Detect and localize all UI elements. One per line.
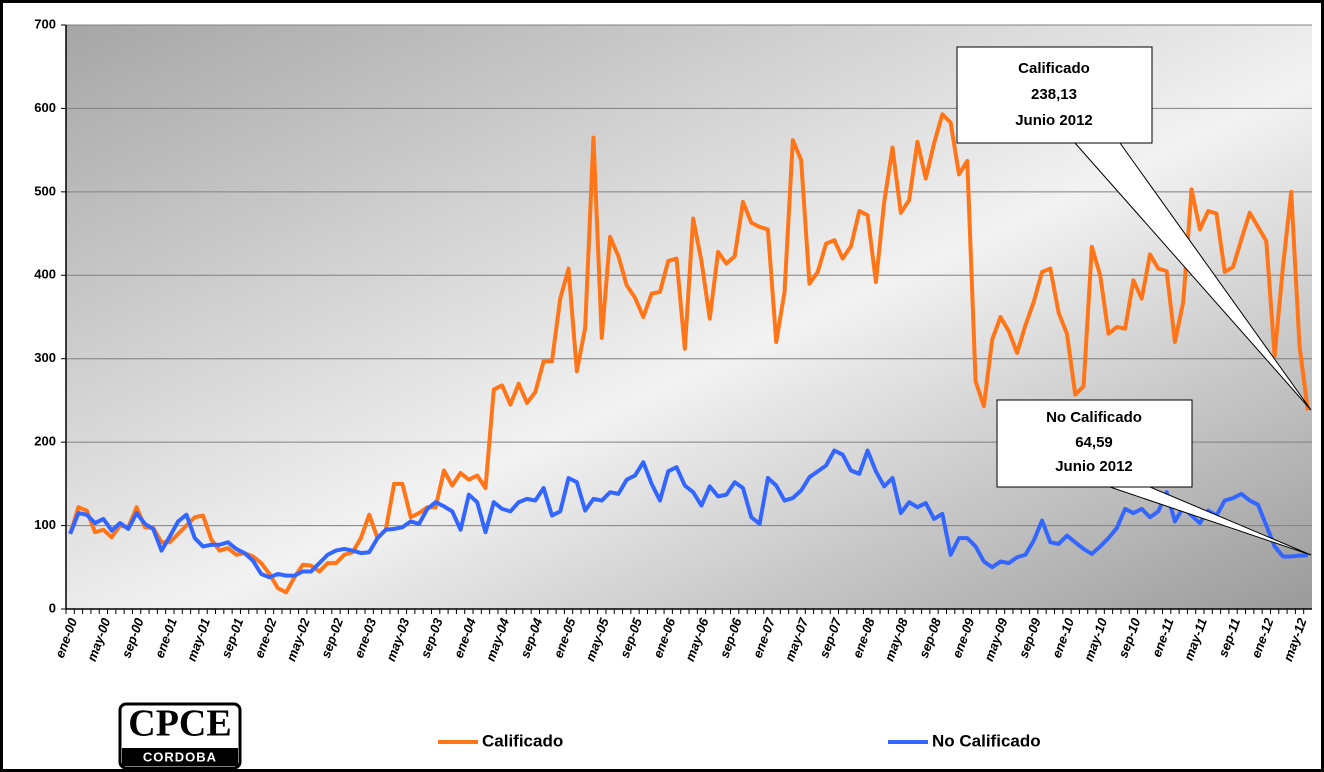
annotation: Junio 2012 <box>1055 458 1133 475</box>
y-tick-label: 200 <box>34 434 56 449</box>
legend-label: Calificado <box>482 731 563 750</box>
y-tick-label: 0 <box>49 600 56 615</box>
callout-box <box>996 399 1193 488</box>
annotation: No Calificado <box>1046 409 1142 426</box>
logo-name: CPCE <box>128 703 231 745</box>
series-line <box>68 448 1308 580</box>
logo-band <box>122 748 238 766</box>
annotation: 238,13 <box>1031 86 1077 103</box>
y-tick-label: 100 <box>34 517 56 532</box>
y-tick-label: 600 <box>34 100 56 115</box>
callout-box <box>956 46 1153 144</box>
series-line <box>68 112 1310 595</box>
annotation: Calificado <box>1018 60 1090 77</box>
y-tick-label: 400 <box>34 267 56 282</box>
logo-sub: CORDOBA <box>143 749 217 764</box>
annotation: Junio 2012 <box>1015 112 1093 129</box>
y-tick-label: 300 <box>34 350 56 365</box>
y-tick-label: 700 <box>34 16 56 31</box>
y-tick-label: 500 <box>34 183 56 198</box>
legend-label: No Calificado <box>932 731 1041 750</box>
annotation: 64,59 <box>1075 434 1113 451</box>
